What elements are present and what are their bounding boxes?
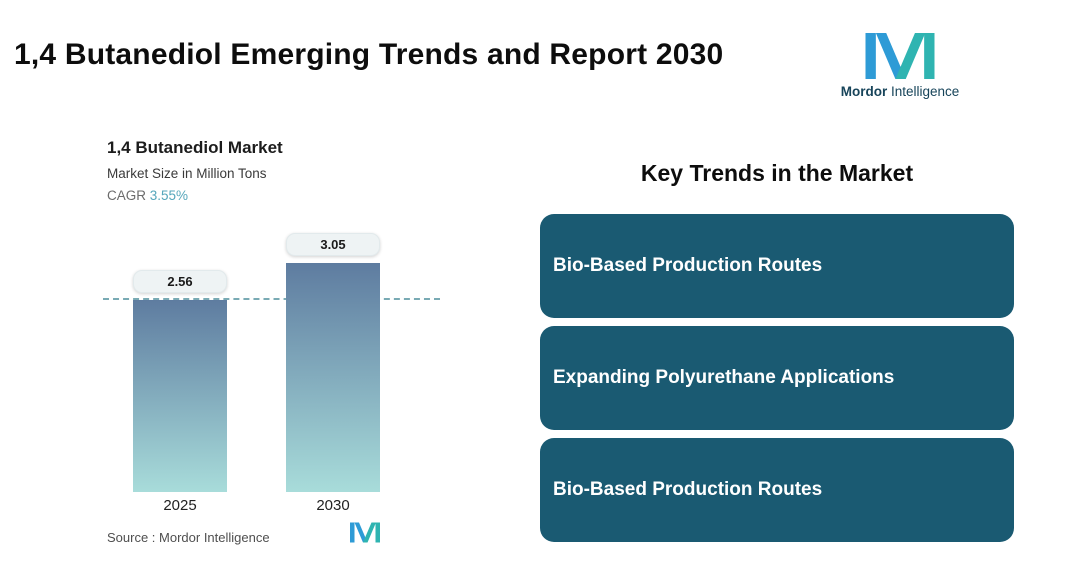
brand-name: Mordor Intelligence xyxy=(841,84,960,99)
key-trends-section: Key Trends in the Market Bio-Based Produ… xyxy=(540,160,1014,542)
trend-card: Expanding Polyurethane Applications xyxy=(540,326,1014,430)
trend-card-label: Bio-Based Production Routes xyxy=(553,479,823,500)
brand-name-light: Intelligence xyxy=(890,84,960,99)
trend-card-label: Bio-Based Production Routes xyxy=(553,255,823,276)
bar-value-label: 3.05 xyxy=(286,233,380,256)
chart-header: 1,4 Butanediol Market Market Size in Mil… xyxy=(107,138,283,203)
bar-chart-plot: 2.56 2025 3.05 2030 xyxy=(103,233,450,517)
brand-logo: Mordor Intelligence xyxy=(840,33,960,99)
bar-2025 xyxy=(133,300,227,492)
chart-title: 1,4 Butanediol Market xyxy=(107,138,283,157)
chart-source: Source : Mordor Intelligence xyxy=(107,530,270,545)
trend-card: Bio-Based Production Routes xyxy=(540,438,1014,542)
mordor-logo-small-icon xyxy=(350,522,380,543)
x-axis-label: 2030 xyxy=(316,497,350,514)
trends-heading: Key Trends in the Market xyxy=(640,160,914,186)
trend-cards: Bio-Based Production Routes Expanding Po… xyxy=(540,214,1014,542)
chart-subtitle: Market Size in Million Tons xyxy=(107,166,267,181)
bar-2030 xyxy=(286,263,380,492)
mordor-logo-icon xyxy=(865,33,935,79)
reference-dashed-line xyxy=(103,298,440,300)
brand-name-bold: Mordor xyxy=(840,84,888,99)
trend-card: Bio-Based Production Routes xyxy=(540,214,1014,318)
bar-value-label: 2.56 xyxy=(133,270,227,293)
bars-area: 2.56 2025 3.05 2030 xyxy=(105,233,450,517)
bar-group-2030: 3.05 2030 xyxy=(286,233,380,517)
trend-card-label: Expanding Polyurethane Applications xyxy=(553,367,895,388)
x-axis-label: 2025 xyxy=(163,497,197,514)
cagr-label: CAGR xyxy=(107,188,147,203)
chart-cagr: CAGR 3.55% xyxy=(107,188,283,203)
page-title: 1,4 Butanediol Emerging Trends and Repor… xyxy=(14,38,724,71)
bar-group-2025: 2.56 2025 xyxy=(133,270,227,517)
cagr-value: 3.55% xyxy=(149,188,189,203)
